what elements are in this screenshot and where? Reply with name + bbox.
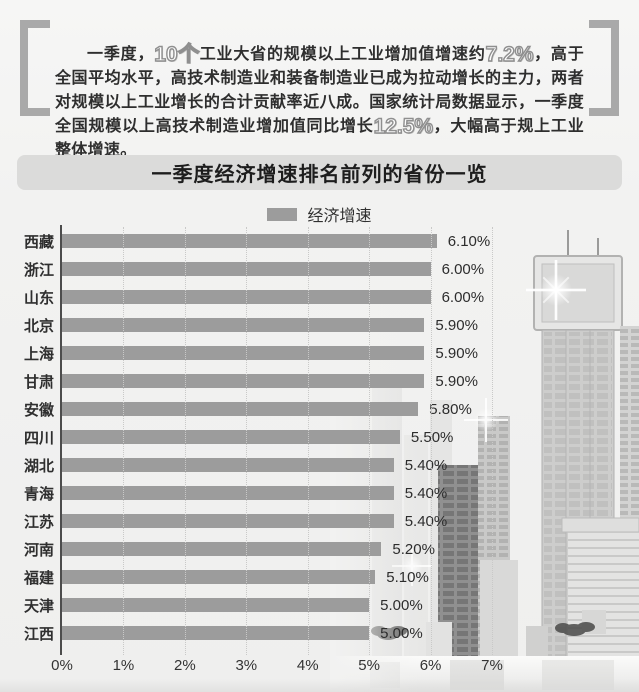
bar-row: 浙江 6.00% xyxy=(24,255,492,283)
sun-flare-top xyxy=(526,260,586,320)
x-tick-label: 6% xyxy=(419,657,442,674)
value-label: 5.40% xyxy=(404,456,448,474)
chart-legend: 经济增速 xyxy=(0,202,639,226)
bar-row: 江苏 5.40% xyxy=(24,507,492,535)
growth-bar xyxy=(62,318,425,332)
growth-bar xyxy=(62,290,431,304)
highlight-number: 7.2% xyxy=(485,43,534,66)
bar-row: 江西 5.00% xyxy=(24,619,492,647)
province-label: 青海 xyxy=(23,485,54,503)
legend-label: 经济增速 xyxy=(307,208,372,225)
bar-row: 四川 5.50% xyxy=(24,423,492,451)
right-bracket-decoration xyxy=(589,20,619,116)
province-label: 湖北 xyxy=(23,457,54,475)
province-label: 四川 xyxy=(23,429,54,447)
bar-row: 安徽 5.80% xyxy=(24,395,492,423)
value-label: 5.00% xyxy=(380,596,423,614)
bar-row: 北京 5.90% xyxy=(24,311,492,339)
bar-row: 甘肃 5.90% xyxy=(24,367,492,395)
bar-row: 天津 5.00% xyxy=(24,591,492,619)
intro-text: 工业大省的规模以上工业增加值增速约 xyxy=(199,46,486,63)
growth-bar xyxy=(62,514,394,528)
floor-reflection-band xyxy=(0,679,639,692)
chart-title: 一季度经济增速排名前列的省份一览 xyxy=(151,164,488,186)
province-label: 福建 xyxy=(23,569,54,587)
x-tick-label: 3% xyxy=(235,657,258,674)
value-label: 5.90% xyxy=(435,372,478,390)
value-label: 5.20% xyxy=(392,540,435,558)
value-label: 5.90% xyxy=(435,344,478,362)
street-level-blocks xyxy=(426,610,606,660)
province-label: 天津 xyxy=(23,597,54,615)
province-label: 安徽 xyxy=(23,401,54,419)
left-bracket-decoration xyxy=(20,20,50,116)
province-label: 西藏 xyxy=(23,233,54,251)
growth-bar xyxy=(62,262,431,276)
province-label: 河南 xyxy=(23,541,54,559)
intro-paragraph: 一季度，10个工业大省的规模以上工业增加值增速约7.2%，高于全国平均水平，高技… xyxy=(55,43,584,163)
growth-bar xyxy=(62,626,370,640)
bar-row: 上海 5.90% xyxy=(24,339,492,367)
growth-bar xyxy=(62,458,394,472)
growth-bar xyxy=(62,234,437,248)
intro-text: 一季度， xyxy=(87,46,155,63)
intro-text: ，大幅高于规上工业整体增速。 xyxy=(55,118,585,159)
bar-row: 西藏 6.10% xyxy=(24,227,492,255)
province-label: 上海 xyxy=(23,345,54,363)
bar-row: 河南 5.20% xyxy=(24,535,492,563)
bar-rows: 西藏 6.10% 浙江 6.00% 山东 6.00% 北京 xyxy=(24,227,492,647)
province-label: 北京 xyxy=(23,317,54,335)
cityscape-illustration xyxy=(330,230,639,692)
bar-row: 福建 5.10% xyxy=(24,563,492,591)
province-label: 甘肃 xyxy=(23,373,54,391)
value-label: 5.00% xyxy=(380,624,423,642)
value-label: 5.40% xyxy=(404,512,448,530)
right-buildings xyxy=(561,326,639,660)
province-label: 江苏 xyxy=(23,513,54,531)
plot-area: 西藏 6.10% 浙江 6.00% 山东 6.00% 北京 xyxy=(24,225,493,655)
growth-bar xyxy=(62,402,419,416)
bar-row: 青海 5.40% xyxy=(24,479,492,507)
x-tick-label: 4% xyxy=(296,657,319,674)
x-axis: 0% 1% 2% 3% 4% 5% 6% 7% xyxy=(51,655,503,679)
growth-bar xyxy=(62,486,394,500)
intro-quote-box: 一季度，10个工业大省的规模以上工业增加值增速约7.2%，高于全国平均水平，高技… xyxy=(20,18,619,159)
growth-bar xyxy=(62,570,376,584)
value-label: 5.80% xyxy=(429,400,472,418)
value-label: 6.10% xyxy=(447,232,491,250)
bar-chart: 西藏 6.10% 浙江 6.00% 山东 6.00% 北京 xyxy=(24,225,503,679)
highlight-number: 10个 xyxy=(154,43,201,66)
bar-row: 山东 6.00% xyxy=(24,283,492,311)
highlight-number: 12.5% xyxy=(373,115,434,138)
province-label: 江西 xyxy=(23,625,54,643)
chart-title-bar: 一季度经济增速排名前列的省份一览 xyxy=(17,155,622,190)
legend-swatch xyxy=(267,207,298,221)
y-axis-line xyxy=(60,225,62,655)
bar-row: 湖北 5.40% xyxy=(24,451,492,479)
growth-bar xyxy=(62,374,425,388)
value-label: 6.00% xyxy=(441,288,485,306)
value-label: 5.50% xyxy=(410,428,454,446)
x-tick-label: 7% xyxy=(481,657,503,674)
growth-bar xyxy=(62,542,382,556)
value-label: 5.40% xyxy=(404,484,448,502)
province-label: 山东 xyxy=(23,289,54,307)
x-tick-label: 1% xyxy=(112,657,135,674)
province-label: 浙江 xyxy=(23,261,54,279)
value-label: 5.10% xyxy=(386,568,429,586)
x-tick-label: 2% xyxy=(174,657,196,674)
value-label: 5.90% xyxy=(435,316,478,334)
intro-text: ，高于全国平均水平，高技术制造业和装备制造业已成为拉动增长的主力，两者对规模以上… xyxy=(55,46,585,135)
value-label: 6.00% xyxy=(441,260,485,278)
growth-bar xyxy=(62,598,370,612)
growth-bar xyxy=(62,346,425,360)
x-tick-label: 0% xyxy=(51,657,73,674)
growth-bar xyxy=(62,430,400,444)
x-tick-label: 5% xyxy=(358,657,380,674)
